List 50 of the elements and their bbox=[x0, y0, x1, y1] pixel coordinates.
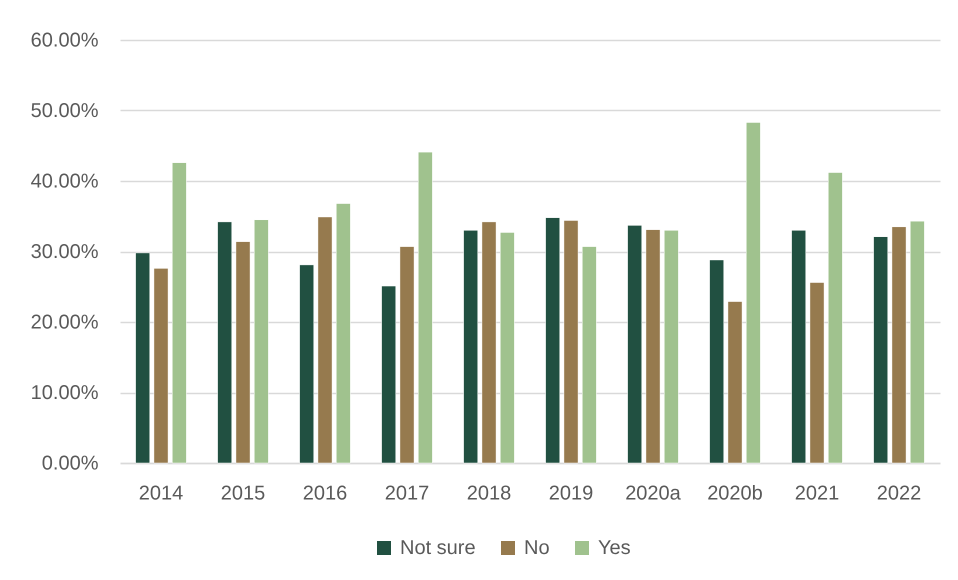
bar bbox=[646, 229, 660, 464]
legend-label: Yes bbox=[598, 537, 631, 559]
y-tick-label: 0.00% bbox=[42, 452, 99, 474]
bar bbox=[217, 222, 232, 464]
bar bbox=[564, 220, 578, 464]
bar bbox=[482, 222, 496, 464]
bar bbox=[172, 162, 187, 464]
bar bbox=[828, 172, 843, 464]
bar bbox=[400, 246, 414, 464]
y-tick-label: 30.00% bbox=[30, 241, 99, 263]
bar bbox=[299, 264, 314, 464]
bar bbox=[381, 286, 396, 464]
x-tick-label: 2020b bbox=[707, 482, 763, 504]
bar bbox=[728, 301, 742, 464]
bar bbox=[318, 216, 332, 464]
bar bbox=[418, 152, 433, 464]
bar bbox=[500, 232, 515, 464]
y-tick-label: 50.00% bbox=[30, 100, 99, 122]
x-tick-label: 2015 bbox=[220, 482, 266, 504]
bar bbox=[582, 246, 597, 464]
x-tick-label: 2018 bbox=[466, 482, 512, 504]
bar bbox=[746, 122, 761, 464]
bar bbox=[892, 226, 906, 464]
x-tick-label: 2022 bbox=[876, 482, 922, 504]
x-tick-label: 2014 bbox=[138, 482, 184, 504]
x-tick-label: 2019 bbox=[548, 482, 594, 504]
bar bbox=[664, 230, 679, 464]
bar bbox=[254, 220, 269, 464]
legend-label: Not sure bbox=[400, 537, 476, 559]
bar bbox=[810, 282, 824, 464]
bar bbox=[154, 268, 168, 464]
bar bbox=[545, 217, 560, 464]
x-tick-label: 2017 bbox=[384, 482, 430, 504]
bar bbox=[873, 236, 888, 464]
y-tick-label: 40.00% bbox=[30, 170, 99, 192]
bar bbox=[627, 225, 642, 464]
y-tick-label: 60.00% bbox=[30, 30, 99, 52]
bar bbox=[135, 252, 150, 464]
x-tick-label: 2016 bbox=[302, 482, 348, 504]
x-tick-label: 2021 bbox=[794, 482, 840, 504]
bar bbox=[910, 220, 925, 464]
bar bbox=[791, 230, 806, 464]
bar bbox=[236, 241, 250, 464]
y-tick-label: 20.00% bbox=[30, 312, 99, 334]
bar bbox=[709, 260, 724, 464]
legend-label: No bbox=[524, 537, 550, 559]
x-tick-label: 2020a bbox=[625, 482, 682, 504]
bar bbox=[463, 230, 478, 464]
y-tick-label: 10.00% bbox=[30, 382, 99, 404]
bar bbox=[336, 203, 351, 464]
